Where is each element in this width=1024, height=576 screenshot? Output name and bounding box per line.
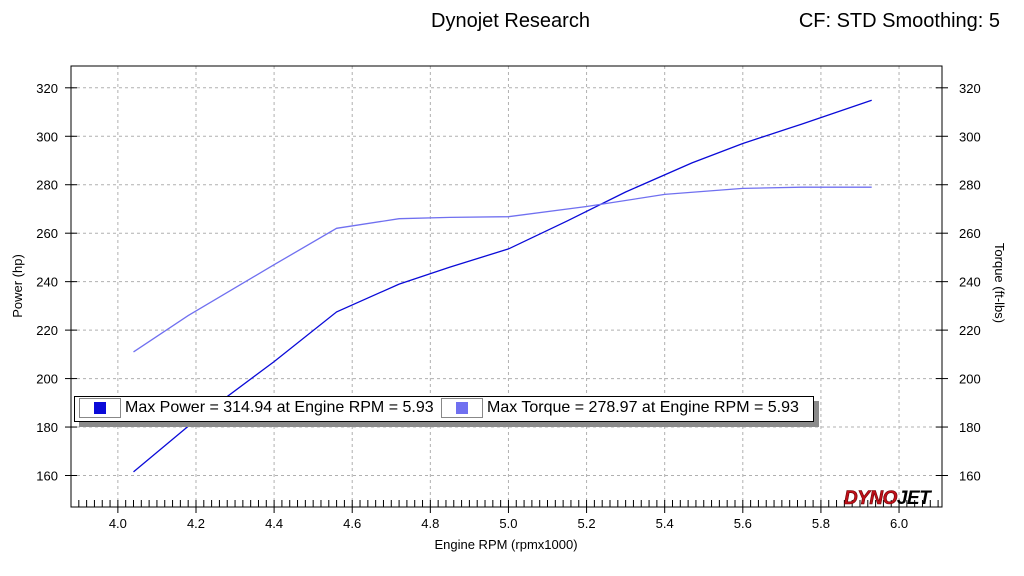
dynojet-logo: DYNOJET: [844, 488, 931, 510]
x-tick-label: 6.0: [890, 516, 908, 531]
y-left-tick-label: 180: [36, 420, 58, 435]
y-right-tick-label: 220: [959, 323, 981, 338]
x-tick-label: 5.8: [812, 516, 830, 531]
y-left-tick-label: 200: [36, 372, 58, 387]
y-right-tick-label: 260: [959, 226, 981, 241]
legend-item-power: Max Power = 314.94 at Engine RPM = 5.93: [79, 397, 434, 419]
x-tick-label: 5.2: [578, 516, 596, 531]
y-right-tick-label: 200: [959, 372, 981, 387]
y-left-tick-label: 320: [36, 81, 58, 96]
y-right-tick-label: 240: [959, 275, 981, 290]
chart-title: Dynojet Research: [431, 10, 590, 32]
series-line-torque: [133, 186, 872, 353]
y2-axis-title: Torque (ft-lbs): [992, 243, 1007, 323]
correction-factor-info: CF: STD Smoothing: 5: [798, 10, 1000, 32]
x-tick-label: 4.4: [265, 516, 283, 531]
y-right-tick-label: 320: [959, 81, 981, 96]
grid-lines: [71, 66, 942, 507]
series-line-power: [133, 99, 872, 473]
x-tick-label: 4.6: [343, 516, 361, 531]
x-tick-labels: 4.0 4.2 4.4 4.6 4.8 5.0 5.2 5.4 5.6 5.8 6.0: [109, 516, 908, 531]
y-left-tick-label: 280: [36, 178, 58, 193]
y-left-tick-label: 160: [36, 469, 58, 484]
y-right-tick-label: 300: [959, 129, 981, 144]
y-right-tick-label: 180: [959, 420, 981, 435]
x-tick-label: 4.2: [187, 516, 205, 531]
y-left-tick-label: 260: [36, 226, 58, 241]
y-axis-title: Power (hp): [10, 254, 25, 318]
y-left-tick-label: 220: [36, 323, 58, 338]
x-tick-label: 4.8: [421, 516, 439, 531]
y-left-tick-label: 300: [36, 129, 58, 144]
legend-label-power: Max Power = 314.94 at Engine RPM = 5.93: [125, 399, 434, 416]
x-tick-label: 5.6: [734, 516, 752, 531]
legend-item-torque: Max Torque = 278.97 at Engine RPM = 5.93: [441, 397, 799, 419]
x-tick-label: 5.0: [499, 516, 517, 531]
x-tick-label: 5.4: [656, 516, 674, 531]
y-right-tick-labels: 160 180 200 220 240 260 280 300 320: [959, 81, 981, 484]
plot-frame: [70, 65, 943, 508]
series-lines: [133, 99, 872, 473]
y-left-tick-labels: 160 180 200 220 240 260 280 300 320: [36, 81, 58, 484]
legend-box: Max Power = 314.94 at Engine RPM = 5.93 …: [74, 396, 814, 422]
legend-label-torque: Max Torque = 278.97 at Engine RPM = 5.93: [487, 399, 799, 416]
y-right-tick-label: 280: [959, 178, 981, 193]
legend-swatch-torque: [441, 398, 483, 418]
x-axis-title: Engine RPM (rpmx1000): [434, 537, 577, 552]
y-left-tick-label: 240: [36, 275, 58, 290]
minor-ticks: [65, 87, 948, 513]
y-right-tick-label: 160: [959, 469, 981, 484]
x-tick-label: 4.0: [109, 516, 127, 531]
legend-swatch-power: [79, 398, 121, 418]
